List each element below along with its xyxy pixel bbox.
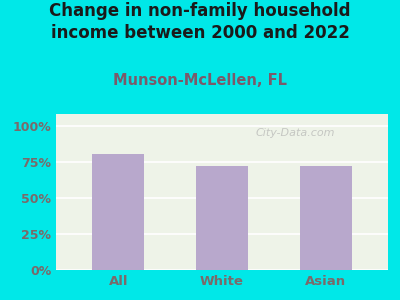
Bar [92, 154, 144, 270]
Bar [300, 166, 352, 270]
Bar [196, 166, 248, 270]
Text: Munson-McLellen, FL: Munson-McLellen, FL [113, 73, 287, 88]
Text: City-Data.com: City-Data.com [255, 128, 335, 138]
Text: Change in non-family household
income between 2000 and 2022: Change in non-family household income be… [49, 2, 351, 42]
